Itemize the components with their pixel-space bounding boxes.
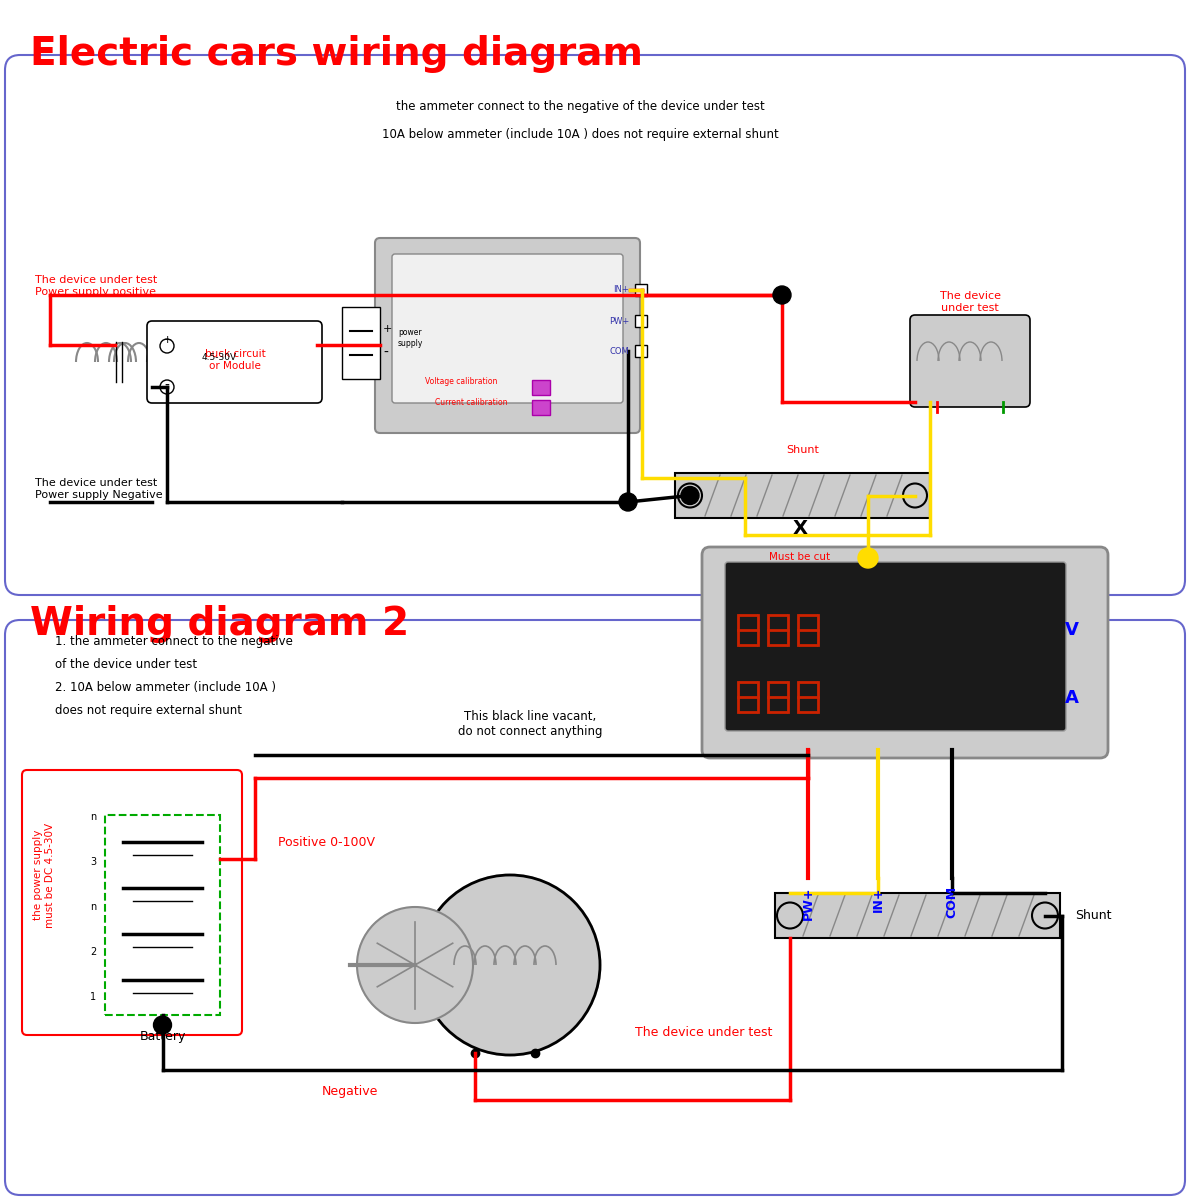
FancyBboxPatch shape bbox=[148, 322, 322, 403]
Text: 4.5-30V: 4.5-30V bbox=[202, 353, 238, 362]
Text: n: n bbox=[90, 812, 96, 822]
Circle shape bbox=[773, 286, 791, 304]
Text: COM: COM bbox=[610, 347, 629, 355]
Text: Battery: Battery bbox=[139, 1030, 186, 1043]
Text: The device
under test: The device under test bbox=[940, 292, 1001, 313]
FancyBboxPatch shape bbox=[5, 55, 1186, 595]
Text: -: - bbox=[164, 379, 169, 392]
Text: +: + bbox=[162, 335, 172, 346]
Text: Shunt: Shunt bbox=[1075, 910, 1111, 922]
Text: PW+: PW+ bbox=[802, 886, 815, 919]
Text: the ammeter connect to the negative of the device under test: the ammeter connect to the negative of t… bbox=[396, 100, 764, 113]
Text: IN+: IN+ bbox=[871, 886, 884, 912]
Circle shape bbox=[358, 907, 473, 1022]
Text: The device under test
Power supply Negative: The device under test Power supply Negat… bbox=[35, 478, 163, 499]
Bar bbox=[532, 380, 550, 395]
FancyBboxPatch shape bbox=[5, 620, 1186, 1195]
Text: COM: COM bbox=[946, 886, 959, 918]
Circle shape bbox=[682, 486, 698, 504]
Text: Negative: Negative bbox=[322, 1086, 378, 1098]
FancyBboxPatch shape bbox=[725, 562, 1066, 731]
Bar bbox=[532, 400, 550, 415]
Circle shape bbox=[619, 493, 637, 511]
FancyBboxPatch shape bbox=[392, 254, 623, 403]
Text: n: n bbox=[90, 902, 96, 912]
Text: Must be cut: Must be cut bbox=[769, 552, 830, 562]
Text: Positive 0-100V: Positive 0-100V bbox=[278, 835, 374, 848]
Text: The device under test: The device under test bbox=[635, 1026, 773, 1038]
Text: 2: 2 bbox=[90, 947, 96, 958]
Text: does not require external shunt: does not require external shunt bbox=[55, 704, 242, 716]
Bar bbox=[635, 284, 647, 296]
Text: Voltage calibration: Voltage calibration bbox=[425, 377, 497, 386]
Text: power
supply: power supply bbox=[398, 329, 424, 348]
Text: 1. the ammeter connect to the negative: 1. the ammeter connect to the negative bbox=[55, 635, 293, 648]
Text: Wiring diagram 2: Wiring diagram 2 bbox=[30, 605, 409, 643]
Circle shape bbox=[420, 875, 600, 1055]
Text: Shunt: Shunt bbox=[786, 445, 818, 455]
FancyBboxPatch shape bbox=[674, 473, 930, 518]
Text: -: - bbox=[383, 346, 388, 360]
Text: Electric cars wiring diagram: Electric cars wiring diagram bbox=[30, 35, 643, 73]
Text: Current calibration: Current calibration bbox=[434, 398, 508, 407]
Text: buck circuit
or Module: buck circuit or Module bbox=[205, 349, 265, 371]
Text: +: + bbox=[383, 324, 392, 334]
Text: the power supply
must be DC 4.5-30V: the power supply must be DC 4.5-30V bbox=[34, 822, 55, 928]
Text: 10A below ammeter (include 10A ) does not require external shunt: 10A below ammeter (include 10A ) does no… bbox=[382, 128, 779, 140]
Text: This black line vacant,
do not connect anything: This black line vacant, do not connect a… bbox=[457, 710, 602, 738]
Text: V: V bbox=[1066, 622, 1079, 638]
Text: IN+: IN+ bbox=[613, 286, 629, 294]
Circle shape bbox=[154, 1016, 172, 1034]
FancyBboxPatch shape bbox=[374, 238, 640, 433]
Text: 3: 3 bbox=[90, 857, 96, 866]
Text: X: X bbox=[792, 518, 808, 538]
Text: of the device under test: of the device under test bbox=[55, 658, 197, 671]
Circle shape bbox=[858, 548, 878, 568]
FancyBboxPatch shape bbox=[342, 307, 380, 379]
FancyBboxPatch shape bbox=[775, 893, 1060, 938]
FancyBboxPatch shape bbox=[910, 314, 1030, 407]
FancyBboxPatch shape bbox=[106, 815, 220, 1015]
Text: PW+: PW+ bbox=[608, 317, 629, 325]
Text: 1: 1 bbox=[90, 992, 96, 1002]
Bar bbox=[635, 316, 647, 328]
Text: 2. 10A below ammeter (include 10A ): 2. 10A below ammeter (include 10A ) bbox=[55, 680, 276, 694]
Bar bbox=[635, 346, 647, 358]
FancyBboxPatch shape bbox=[702, 547, 1108, 758]
Text: A: A bbox=[1066, 689, 1079, 707]
Text: The device under test
Power supply positive: The device under test Power supply posit… bbox=[35, 275, 157, 296]
